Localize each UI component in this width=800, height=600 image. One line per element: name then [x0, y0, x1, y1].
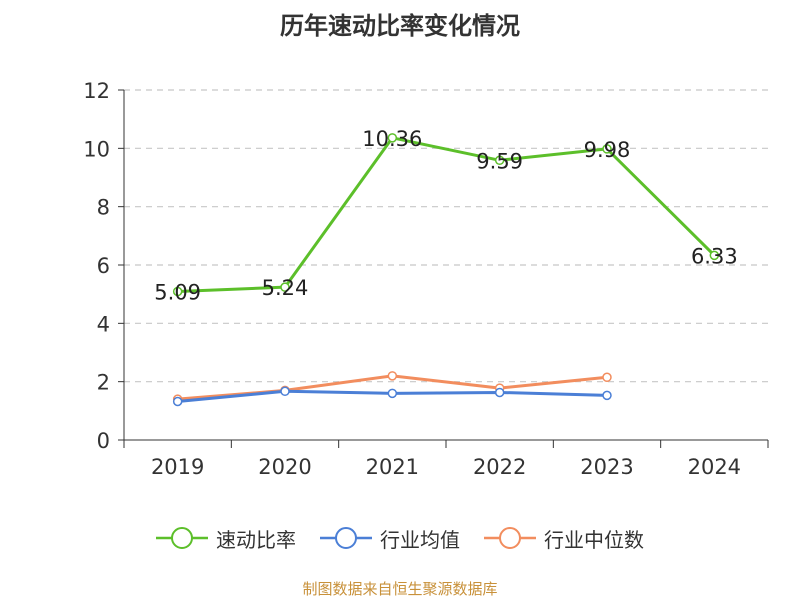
y-tick-label: 12 [83, 79, 110, 103]
legend-label: 行业中位数 [544, 527, 644, 552]
chart-title: 历年速动比率变化情况 [280, 12, 520, 40]
data-point [280, 282, 290, 292]
data-point [387, 133, 398, 143]
legend-marker-icon [156, 527, 208, 549]
data-point [602, 372, 612, 383]
data-point [172, 286, 183, 297]
data-point [280, 386, 290, 397]
data-label: 5.24 [262, 276, 309, 300]
data-label: 9.59 [476, 149, 523, 173]
data-point [602, 144, 612, 154]
legend-item[interactable]: 行业中位数 [484, 524, 644, 553]
data-point [602, 390, 612, 401]
data-point [709, 250, 720, 261]
x-tick-label: 2020 [258, 455, 311, 479]
y-tick-label: 6 [97, 254, 110, 278]
y-tick-label: 8 [97, 196, 110, 220]
data-point [494, 387, 505, 398]
legend-label: 行业均值 [380, 527, 460, 552]
data-point [387, 388, 398, 399]
x-tick-label: 2023 [580, 455, 633, 479]
legend-marker-icon [320, 527, 372, 549]
data-point [494, 155, 505, 166]
axes: 0 2 4 6 8 10 12 2019 2020 2021 2022 2023 2024 [83, 79, 769, 479]
data-label: 6.33 [691, 244, 738, 268]
series-lines [172, 133, 720, 407]
y-tick-label: 10 [83, 137, 110, 161]
legend-label: 速动比率 [216, 527, 296, 552]
grid-lines [124, 89, 768, 383]
legend: 速动比率 行业均值 行业中位数 [0, 518, 800, 558]
data-label: 5.09 [154, 281, 201, 305]
series-line-0 [177, 136, 716, 294]
x-tick-label: 2019 [151, 455, 204, 479]
data-label: 10.36 [362, 127, 422, 151]
legend-marker-icon [484, 527, 536, 549]
y-tick-label: 0 [97, 429, 110, 453]
data-point [172, 396, 183, 407]
legend-item[interactable]: 行业均值 [320, 524, 460, 553]
data-labels: 5.09 5.24 10.36 9.59 9.98 6.33 [154, 127, 737, 305]
source-note: 制图数据来自恒生聚源数据库 [302, 580, 498, 598]
legend-item[interactable]: 速动比率 [156, 524, 296, 553]
y-tick-label: 2 [97, 371, 110, 395]
data-point [387, 371, 398, 381]
y-tick-label: 4 [97, 312, 110, 336]
data-label: 9.98 [584, 138, 631, 162]
x-tick-label: 2024 [688, 455, 741, 479]
x-tick-label: 2021 [366, 455, 419, 479]
x-tick-label: 2022 [473, 455, 526, 479]
